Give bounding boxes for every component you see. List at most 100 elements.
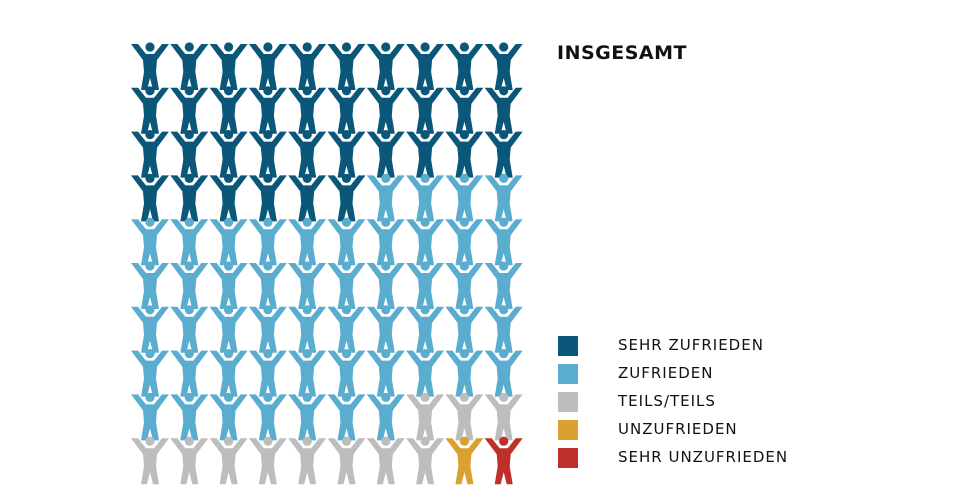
person-icon-zufrieden [131,217,169,266]
person-icon-zufrieden [288,392,327,441]
person-icon-sehr-zufrieden [445,86,484,134]
person-icon-sehr-zufrieden [484,130,523,178]
person-icon-teils-teils [366,436,405,485]
person-icon-zufrieden [327,305,366,353]
person-icon-teils-teils [484,392,523,441]
person-icon-sehr-zufrieden [209,130,248,178]
person-icon-zufrieden [248,305,287,353]
chart-title: INSGESAMT [557,42,687,64]
person-icon-sehr-zufrieden [131,130,169,178]
person-icon-sehr-zufrieden [327,42,366,90]
person-icon-sehr-zufrieden [288,173,327,222]
person-icon-sehr-zufrieden [170,42,209,90]
person-icon-zufrieden [484,305,523,353]
person-icon-teils-teils [170,436,209,485]
person-icon-sehr-zufrieden [288,42,327,90]
person-icon-zufrieden [484,173,523,222]
person-icon-zufrieden [366,392,405,441]
person-icon-sehr-zufrieden [248,86,287,134]
person-icon-zufrieden [170,349,209,397]
person-icon-teils-teils [406,392,445,441]
person-icon-sehr-zufrieden [170,173,209,222]
person-icon-zufrieden [406,261,445,309]
person-icon-zufrieden [248,392,287,441]
person-icon-zufrieden [131,392,169,441]
person-icon-zufrieden [288,261,327,309]
person-icon-zufrieden [209,392,248,441]
person-icon-sehr-zufrieden [170,86,209,134]
person-icon-zufrieden [170,392,209,441]
person-icon-sehr-zufrieden [366,86,405,134]
person-icon-zufrieden [484,261,523,309]
person-icon-zufrieden [366,349,405,397]
person-icon-zufrieden [209,349,248,397]
person-icon-zufrieden [288,349,327,397]
person-icon-zufrieden [248,349,287,397]
legend-label: TEILS/TEILS [618,392,716,410]
person-icon-zufrieden [170,261,209,309]
legend-label: SEHR ZUFRIEDEN [618,336,764,354]
legend-swatch [558,448,578,468]
person-icon-sehr-zufrieden [445,130,484,178]
person-icon-sehr-zufrieden [248,42,287,90]
person-icon-teils-teils [445,392,484,441]
legend-swatch [558,364,578,384]
person-icon-sehr-zufrieden [445,42,484,90]
person-icon-teils-teils [288,436,327,485]
person-icon-zufrieden [366,261,405,309]
person-icon-sehr-zufrieden [327,173,366,222]
person-icon-zufrieden [406,217,445,266]
person-icon-teils-teils [209,436,248,485]
person-icon-zufrieden [248,261,287,309]
person-icon-sehr-zufrieden [170,130,209,178]
person-icon-sehr-zufrieden [248,173,287,222]
person-icon-zufrieden [131,261,169,309]
person-icon-zufrieden [327,392,366,441]
person-icon-zufrieden [406,349,445,397]
person-icon-zufrieden [288,305,327,353]
person-icon-sehr-zufrieden [327,130,366,178]
person-icon-sehr-zufrieden [209,173,248,222]
person-icon-zufrieden [248,217,287,266]
person-icon-sehr-zufrieden [131,86,169,134]
legend-label: SEHR UNZUFRIEDEN [618,448,789,466]
person-icon-sehr-zufrieden [406,86,445,134]
person-icon-teils-teils [248,436,287,485]
person-icon-sehr-zufrieden [131,42,169,90]
person-icon-zufrieden [406,173,445,222]
person-icon-sehr-zufrieden [209,42,248,90]
person-icon-zufrieden [484,349,523,397]
person-icon-zufrieden [170,305,209,353]
person-icon-zufrieden [445,217,484,266]
person-icon-zufrieden [445,305,484,353]
legend-swatch [558,420,578,440]
person-icon-sehr-zufrieden [366,130,405,178]
person-icon-zufrieden [131,305,169,353]
person-icon-sehr-zufrieden [327,86,366,134]
person-icon-zufrieden [209,305,248,353]
person-icon-sehr-zufrieden [288,130,327,178]
person-icon-sehr-zufrieden [484,86,523,134]
person-icon-teils-teils [131,436,169,485]
person-icon-zufrieden [327,349,366,397]
person-icon-zufrieden [445,349,484,397]
person-icon-sehr-zufrieden [406,42,445,90]
person-icon-sehr-unzufrieden [484,436,523,485]
person-icon-teils-teils [327,436,366,485]
legend-label: ZUFRIEDEN [618,364,714,382]
person-icon-zufrieden [366,217,405,266]
person-icon-teils-teils [406,436,445,485]
legend-swatch [558,336,578,356]
person-icon-sehr-zufrieden [366,42,405,90]
person-icon-sehr-zufrieden [406,130,445,178]
person-icon-zufrieden [445,261,484,309]
person-icon-zufrieden [327,261,366,309]
person-icon-zufrieden [366,305,405,353]
person-icon-zufrieden [131,349,169,397]
person-icon-sehr-zufrieden [248,130,287,178]
person-icon-sehr-zufrieden [484,42,523,90]
legend-label: UNZUFRIEDEN [618,420,738,438]
person-icon-sehr-zufrieden [288,86,327,134]
person-icon-zufrieden [406,305,445,353]
